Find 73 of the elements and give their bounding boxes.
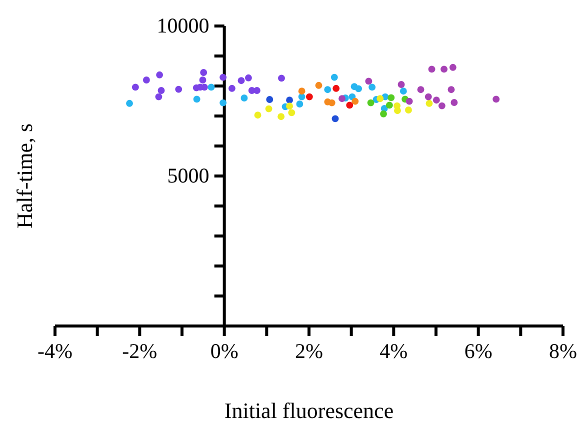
point xyxy=(278,113,285,120)
x-tick-label: 4% xyxy=(380,338,408,363)
point xyxy=(376,95,384,102)
point xyxy=(175,86,182,93)
point xyxy=(199,76,206,84)
point xyxy=(332,84,340,92)
point xyxy=(398,81,405,88)
point xyxy=(220,74,227,81)
point xyxy=(240,94,248,102)
point xyxy=(278,74,285,82)
point xyxy=(368,84,376,91)
point xyxy=(266,96,274,103)
point xyxy=(394,107,401,114)
point xyxy=(296,100,304,108)
point xyxy=(244,74,252,82)
point xyxy=(449,64,456,71)
point xyxy=(156,71,164,78)
point xyxy=(365,78,372,85)
point xyxy=(193,96,200,103)
point xyxy=(332,115,339,122)
y-axis-title: Half-time, s xyxy=(12,123,37,229)
point xyxy=(352,98,359,105)
x-tick-label: 2% xyxy=(295,338,323,363)
x-tick-label: -4% xyxy=(38,338,72,363)
point xyxy=(380,110,387,118)
point xyxy=(253,87,260,94)
point xyxy=(492,96,500,103)
point xyxy=(228,84,236,92)
point xyxy=(208,84,215,91)
point xyxy=(388,94,395,102)
point xyxy=(158,87,165,94)
point xyxy=(286,96,294,104)
point xyxy=(440,66,448,73)
point xyxy=(424,93,432,100)
point xyxy=(142,76,150,84)
x-axis-title: Initial fluorescence xyxy=(224,398,394,421)
point xyxy=(126,100,133,107)
point xyxy=(432,96,440,104)
point xyxy=(286,102,294,110)
point xyxy=(298,88,306,95)
point xyxy=(367,99,374,106)
point xyxy=(338,95,346,102)
point xyxy=(406,98,413,105)
x-tick-label: 6% xyxy=(464,338,492,363)
point xyxy=(405,106,412,114)
point xyxy=(426,100,433,107)
x-tick-label: 0% xyxy=(210,338,238,363)
point xyxy=(428,66,436,73)
point xyxy=(328,99,336,106)
point xyxy=(400,88,407,95)
point xyxy=(315,82,322,89)
point xyxy=(220,99,227,106)
x-tick-label: 8% xyxy=(549,338,577,363)
point xyxy=(288,109,296,116)
point xyxy=(238,77,245,84)
point xyxy=(417,86,424,94)
point xyxy=(448,86,455,94)
point xyxy=(265,105,272,112)
y-tick-label: 5000 xyxy=(167,164,210,188)
point xyxy=(200,69,208,76)
y-tick-label: 10000 xyxy=(156,14,210,38)
point xyxy=(355,85,362,92)
point xyxy=(324,86,332,94)
point xyxy=(438,102,446,110)
point xyxy=(450,99,458,106)
point xyxy=(132,84,139,91)
point xyxy=(306,93,313,100)
point xyxy=(386,102,393,109)
point xyxy=(254,112,262,119)
point xyxy=(346,102,354,109)
point xyxy=(330,74,338,81)
x-tick-label: -2% xyxy=(122,338,158,363)
point xyxy=(155,93,162,100)
